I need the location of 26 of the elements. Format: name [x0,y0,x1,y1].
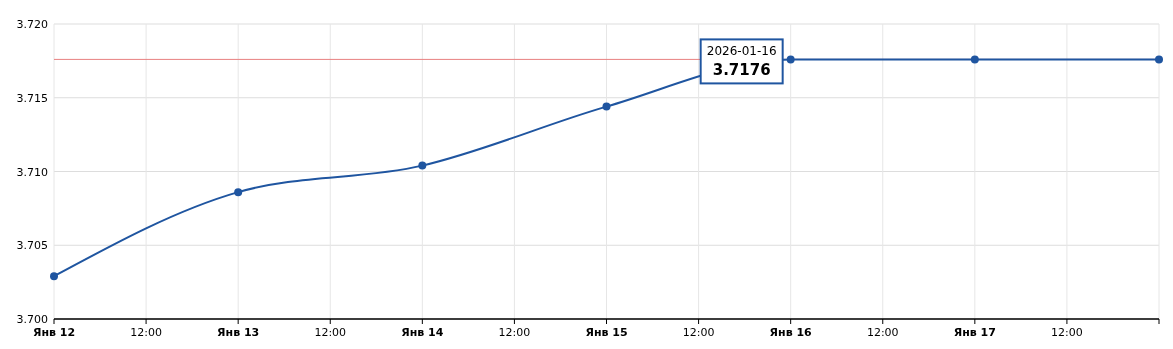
x-tick-label: Янв 12 [32,326,76,339]
point [50,272,58,281]
x-tick-label: 12:00 [866,326,899,339]
x-tick-label: Янв 16 [769,326,813,339]
point [1155,55,1163,64]
point [786,55,795,64]
y-tick-label: 3.710 [16,165,48,179]
point [234,188,243,197]
x-tick-label: 12:00 [498,326,531,339]
annotation: 3.7176 [712,61,771,80]
point [970,55,979,64]
x-tick-label: 12:00 [130,326,162,339]
x-tick-label: Янв 14 [401,326,444,339]
annotation: 2026-01-16 [706,44,777,59]
x-tick-label: 12:00 [314,326,347,339]
x-tick-label: Янв 13 [217,326,260,339]
y-tick-label: 3.700 [16,313,48,326]
x-tick-label: Янв 17 [953,326,996,339]
point [418,161,427,170]
x-tick-label: Янв 15 [585,326,628,339]
y-tick-label: 3.715 [16,91,48,105]
point [602,102,611,111]
x-tick-label: 12:00 [1051,326,1083,339]
x-tick-label: 12:00 [682,326,715,339]
y-tick-label: 3.720 [16,18,48,31]
y-tick-label: 3.705 [16,239,48,253]
